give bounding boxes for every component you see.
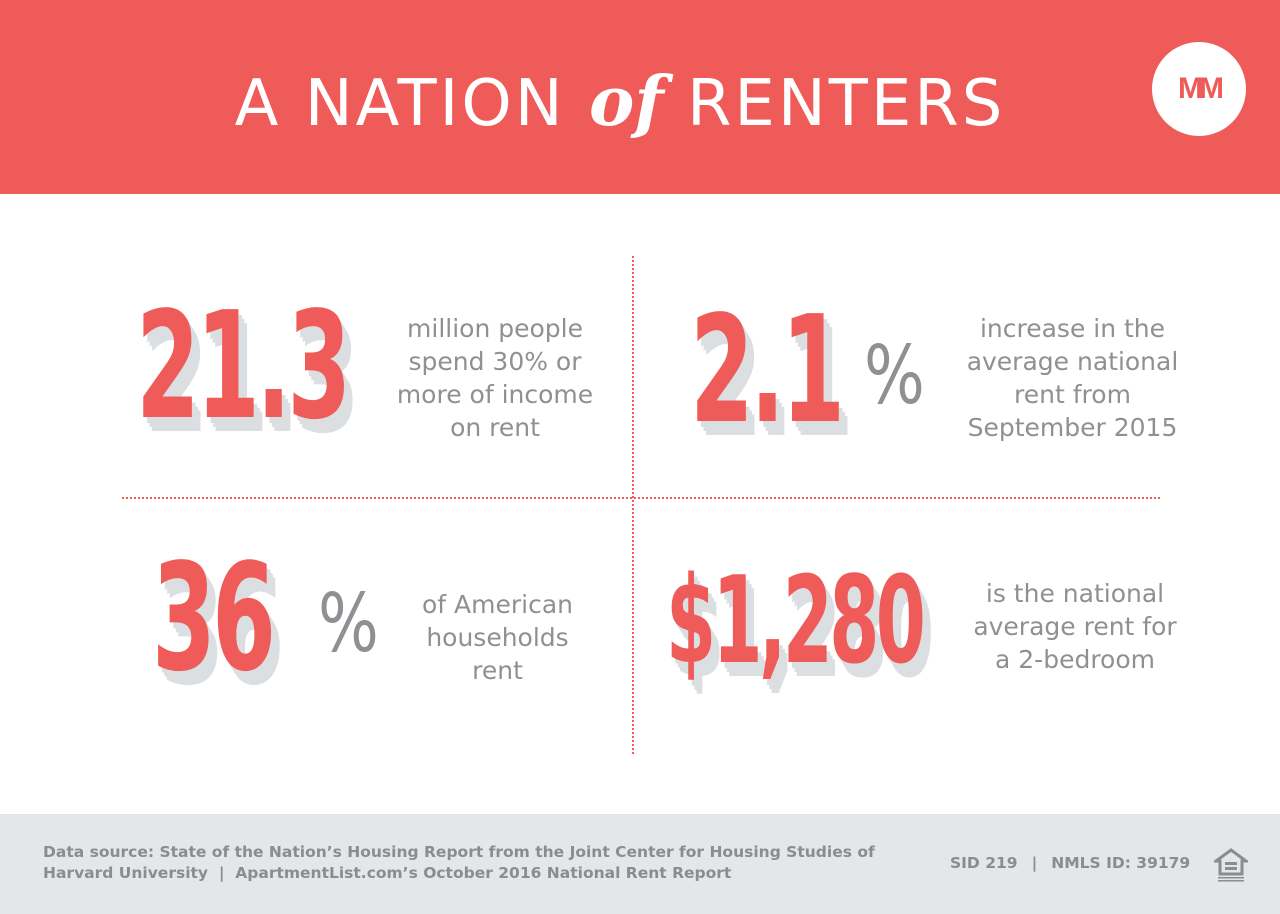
sid-label: SID 219 (950, 854, 1018, 872)
stat-unit-3: % (318, 577, 379, 670)
title-part-1: A NATION (234, 67, 566, 141)
stat-description-4: is the national average rent for a 2-bed… (973, 579, 1177, 674)
logo-text: MM (1178, 72, 1224, 105)
stat-unit-2: % (864, 329, 925, 422)
nmls-label: NMLS ID: 39179 (1051, 854, 1191, 872)
source-line-1: Data source: State of the Nation’s Housi… (43, 843, 875, 861)
footer: Data source: State of the Nation’s Housi… (0, 814, 1280, 914)
horizontal-divider (122, 497, 1160, 499)
stat-value-4: $1,280 (666, 552, 926, 691)
equal-housing-opportunity-icon (1214, 848, 1248, 882)
license-ids: SID 219 | NMLS ID: 39179 (950, 854, 1190, 872)
stat-description-3: of American households rent (421, 590, 573, 685)
page-title: A NATION of RENTERS (0, 62, 1240, 144)
vertical-divider (632, 256, 634, 754)
header-banner: A NATION of RENTERS MM (0, 0, 1280, 194)
title-part-2: RENTERS (686, 67, 1006, 141)
data-source-text: Data source: State of the Nation’s Housi… (43, 842, 903, 884)
stat-description-2: increase in the average national rent fr… (966, 314, 1179, 442)
stat-value-3: 36 (152, 532, 276, 704)
id-separator: | (1031, 854, 1038, 872)
source-line-2: Harvard University | ApartmentList.com’s… (43, 864, 732, 882)
stat-description-1: million people spend 30% or more of inco… (396, 314, 594, 442)
mm-logo: MM (1152, 42, 1246, 136)
title-of: of (589, 62, 664, 142)
stat-value-2: 2.1 (690, 284, 845, 456)
stat-value-1: 21.3 (136, 280, 351, 452)
